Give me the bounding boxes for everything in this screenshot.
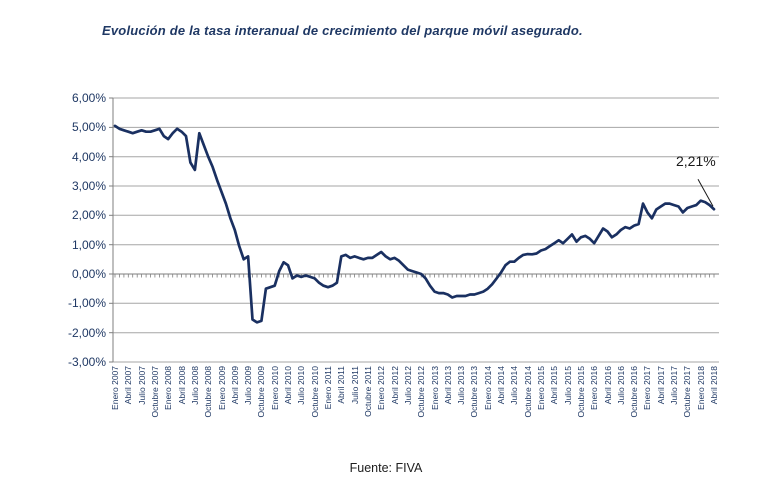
y-tick-label: 4,00%: [71, 149, 106, 164]
x-tick-label: Abril 2008: [176, 366, 187, 405]
x-tick-label: Octubre 2012: [416, 366, 427, 418]
x-tick-label: Enero 2011: [323, 366, 333, 410]
x-tick-label: Enero 2007: [110, 366, 120, 410]
x-tick-label: Abril 2016: [602, 366, 613, 405]
x-tick-label: Octubre 2013: [469, 366, 480, 418]
x-tick-label: Julio 2008: [189, 366, 200, 405]
x-tick-label: Enero 2010: [269, 366, 280, 410]
x-tick-label: Enero 2016: [589, 366, 600, 410]
x-tick-label: Octubre 2010: [309, 366, 320, 418]
x-tick-label: Octubre 2014: [522, 366, 533, 418]
x-tick-label: Julio 2014: [509, 366, 520, 405]
y-tick-label: 0,00%: [71, 267, 106, 281]
x-tick-label: Enero 2014: [482, 366, 493, 410]
x-tick-label: Enero 2008: [163, 366, 174, 410]
x-tick-label: Julio 2015: [562, 366, 573, 405]
x-tick-label: Julio 2012: [402, 366, 413, 405]
y-tick-label: 6,00%: [71, 91, 106, 105]
y-tick-label: -3,00%: [67, 355, 106, 369]
y-tick-label: 3,00%: [71, 179, 106, 193]
x-tick-label: Julio 2007: [136, 366, 147, 405]
x-tick-label: Octubre 2016: [629, 366, 640, 418]
x-tick-label: Abril 2012: [389, 366, 400, 405]
x-tick-label: Julio 2013: [456, 366, 467, 405]
x-tick-label: Octubre 2009: [256, 366, 267, 418]
x-tick-label: Abril 2011: [336, 366, 347, 404]
x-tick-label: Enero 2013: [429, 366, 440, 410]
chart-title: Evolución de la tasa interanual de creci…: [102, 23, 583, 38]
x-tick-label: Abril 2013: [442, 366, 453, 405]
x-tick-label: Julio 2009: [243, 366, 254, 405]
y-tick-label: 2,00%: [71, 208, 106, 223]
last-value-annotation: 2,21%: [676, 153, 716, 169]
x-tick-label: Enero 2015: [536, 366, 546, 410]
x-tick-label: Octubre 2011: [362, 366, 373, 417]
x-tick-label: Octubre 2015: [575, 366, 586, 418]
x-tick-label: Abril 2018: [709, 366, 719, 405]
x-tick-label: Julio 2016: [615, 366, 626, 405]
x-tick-label: Julio 2017: [669, 366, 680, 405]
x-tick-label: Abril 2007: [123, 366, 134, 405]
x-tick-label: Octubre 2007: [149, 366, 160, 418]
y-tick-label: 1,00%: [71, 237, 106, 252]
source-caption: Fuente: FIVA: [349, 461, 423, 475]
y-tick-label: 5,00%: [71, 120, 106, 135]
x-tick-label: Abril 2015: [549, 366, 560, 405]
x-tick-label: Enero 2017: [642, 366, 653, 410]
x-tick-label: Abril 2014: [496, 366, 506, 405]
x-tick-label: Enero 2018: [695, 366, 706, 410]
y-tick-label: -1,00%: [67, 296, 106, 311]
x-tick-label: Abril 2017: [655, 366, 666, 405]
x-tick-label: Enero 2009: [216, 366, 227, 410]
y-tick-label: -2,00%: [67, 325, 106, 340]
x-tick-label: Octubre 2017: [682, 366, 693, 418]
x-tick-label: Julio 2010: [296, 366, 307, 405]
x-tick-label: Enero 2012: [376, 366, 387, 410]
x-tick-label: Julio 2011: [349, 366, 360, 405]
x-tick-label: Abril 2010: [283, 366, 293, 405]
x-tick-label: Octubre 2008: [203, 366, 214, 418]
x-tick-label: Abril 2009: [229, 366, 240, 405]
